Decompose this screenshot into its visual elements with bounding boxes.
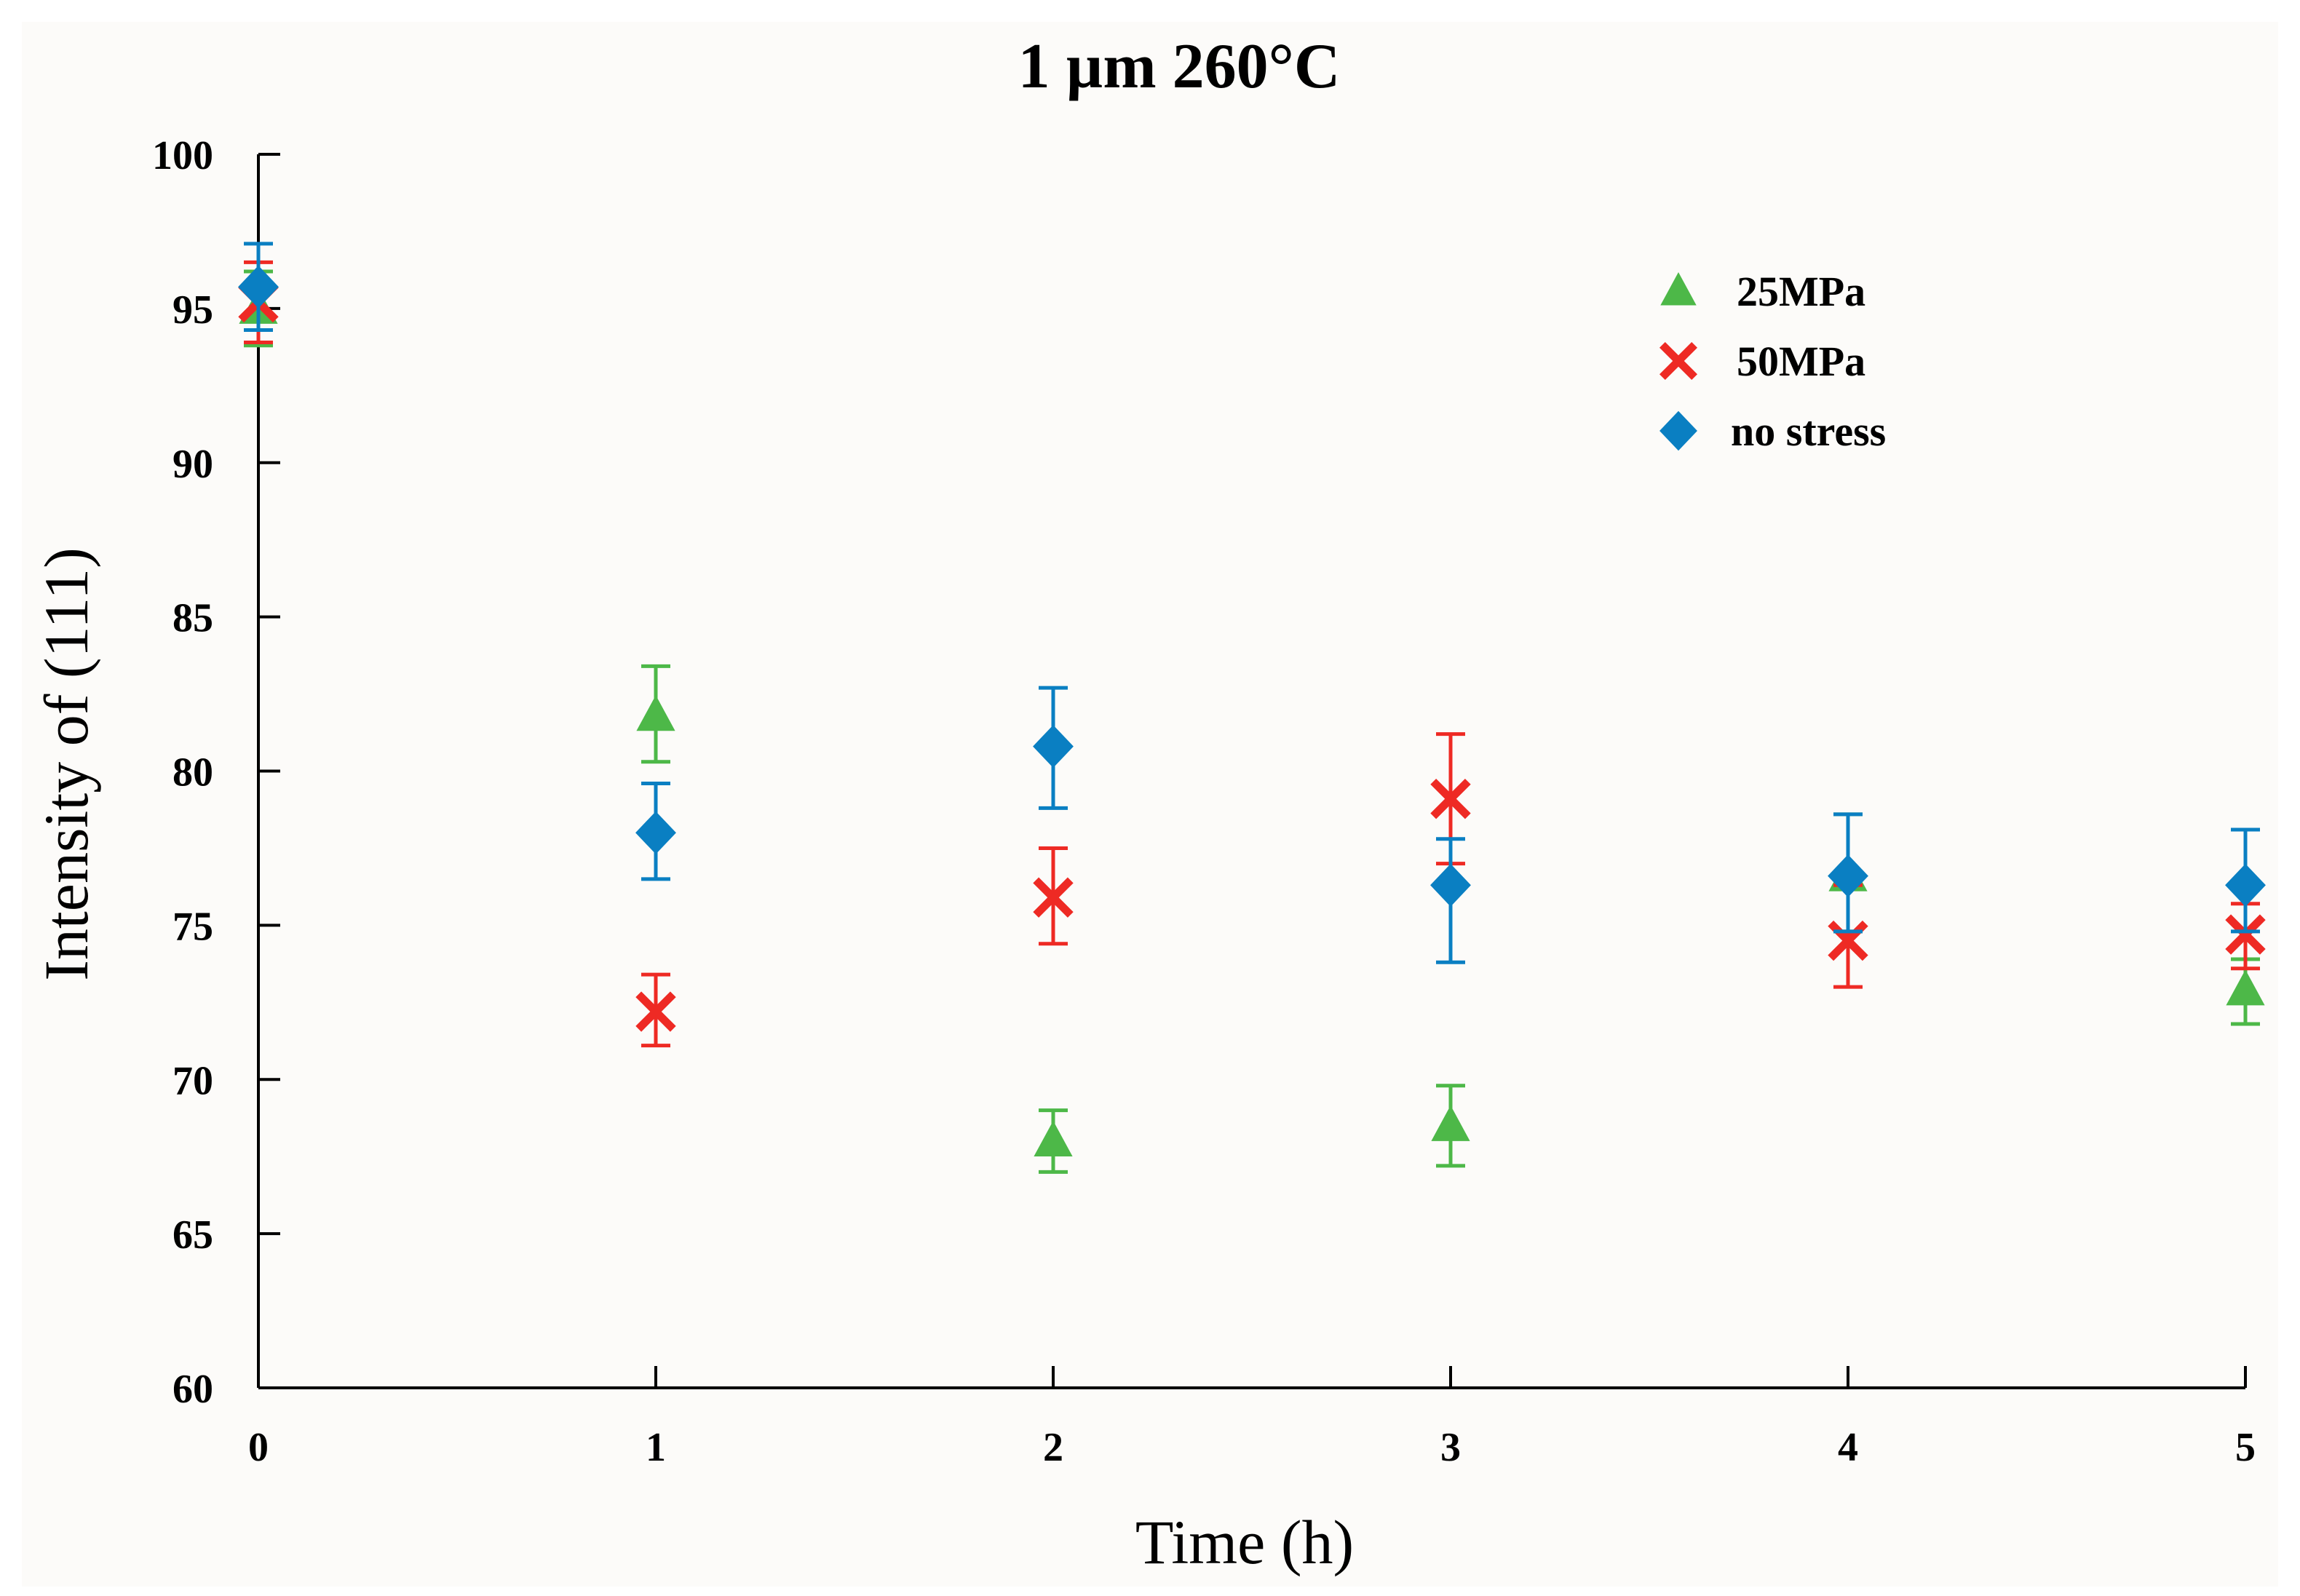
diamond-marker [1828, 854, 1868, 897]
x-tick-label: 1 [646, 1425, 666, 1470]
series-layer [238, 242, 2266, 1174]
y-tick-label: 70 [172, 1058, 213, 1103]
x-marker [635, 991, 676, 1032]
triangle-marker [636, 695, 675, 731]
chart-title: 1 µm 260°C [1018, 31, 1341, 102]
y-tick-label: 90 [172, 442, 213, 487]
x-tick-label: 0 [248, 1425, 269, 1470]
y-tick-label: 60 [172, 1367, 213, 1412]
diamond-marker [1430, 863, 1471, 907]
x-marker [1033, 877, 1074, 918]
y-tick-label: 85 [172, 596, 213, 641]
x-marker-stroke [1659, 342, 1697, 380]
triangle-marker [1431, 1105, 1470, 1141]
triangle-marker [2226, 969, 2265, 1006]
x-tick-label: 5 [2235, 1425, 2256, 1470]
x-marker-stroke [635, 991, 676, 1032]
legend-label: 25MPa [1737, 268, 1865, 315]
y-axis-title: Intensity of (111) [31, 547, 101, 981]
plot-panel [22, 22, 2278, 1587]
x-ticks: 0 1 2 3 4 5 [248, 1366, 2256, 1470]
diamond-marker [2225, 863, 2266, 907]
x-marker-stroke [2225, 914, 2266, 955]
legend-item: 50MPa [1659, 338, 1865, 385]
x-marker-stroke [1828, 920, 1868, 961]
y-tick-label: 65 [172, 1212, 213, 1258]
x-tick-label: 3 [1440, 1425, 1461, 1470]
series-no-stress [238, 242, 2266, 964]
x-tick-label: 2 [1043, 1425, 1063, 1470]
x-tick-label: 4 [1838, 1425, 1858, 1470]
y-tick-label: 75 [172, 904, 213, 949]
x-marker [1828, 920, 1868, 961]
diamond-marker [238, 265, 279, 309]
y-ticks: 60 65 70 75 80 85 90 95 100 [152, 133, 280, 1412]
x-marker [2225, 914, 2266, 955]
diamond-marker [1659, 410, 1697, 451]
legend-label: 50MPa [1737, 338, 1865, 385]
x-marker [1430, 778, 1471, 819]
legend-item: 25MPa [1660, 268, 1865, 315]
triangle-marker [1034, 1121, 1073, 1156]
x-axis-title: Time (h) [1135, 1507, 1354, 1577]
legend: 25MPa 50MPa no stress [1659, 268, 1886, 455]
y-tick-label: 100 [152, 133, 213, 178]
y-tick-label: 95 [172, 287, 213, 333]
legend-label: no stress [1731, 408, 1886, 455]
y-tick-label: 80 [172, 750, 213, 795]
diamond-marker [1033, 725, 1074, 768]
x-marker [1659, 342, 1697, 380]
y-axis-title-group: Intensity of (111) [31, 547, 101, 981]
legend-item: no stress [1659, 408, 1886, 455]
x-marker-stroke [1430, 778, 1471, 819]
x-marker-stroke [1033, 877, 1074, 918]
triangle-marker [1660, 272, 1697, 306]
diamond-marker [635, 811, 676, 854]
